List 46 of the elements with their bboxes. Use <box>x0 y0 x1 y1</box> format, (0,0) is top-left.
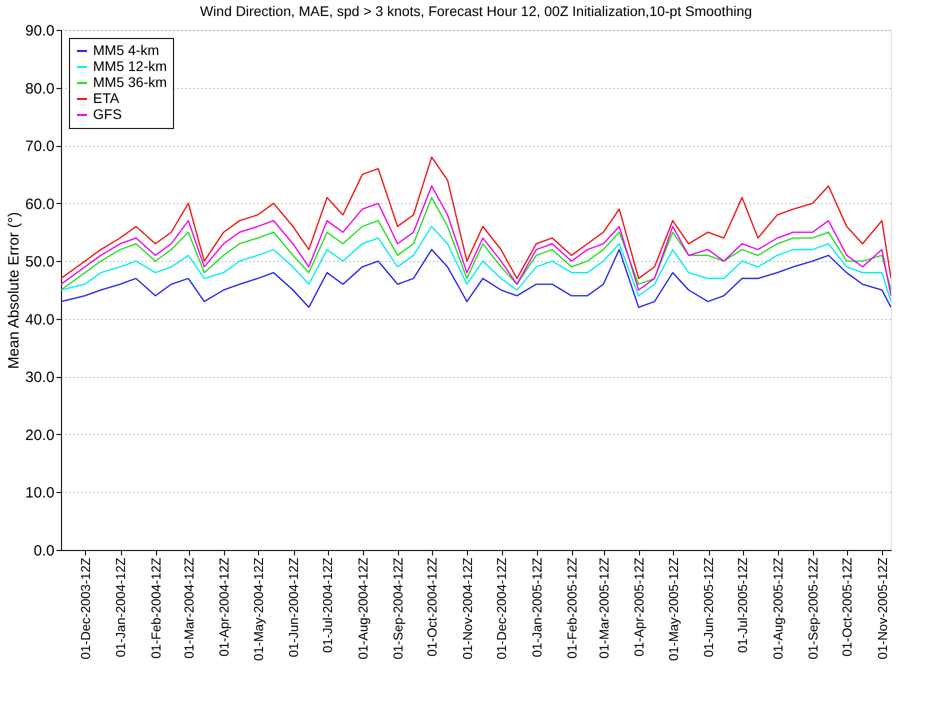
x-tick-label: 01-Jun-2004-12Z <box>286 557 302 658</box>
x-tick-label: 01-Oct-2004-12Z <box>424 557 440 656</box>
legend-label: MM5 4-km <box>93 42 160 58</box>
x-tick-label: 01-Jan-2005-12Z <box>529 557 544 658</box>
y-tick-label: 40.0 <box>25 311 54 328</box>
x-tick-label: 01-Feb-2005-12Z <box>564 557 580 659</box>
y-tick-label: 80.0 <box>25 80 54 98</box>
line-series <box>61 156 891 280</box>
x-tick-label: 01-Mar-2005-12Z <box>596 557 612 659</box>
y-tick-label: 90.0 <box>25 22 54 40</box>
x-tick-label: 01-Aug-2005-12Z <box>770 557 786 660</box>
x-tick-label: 01-Jan-2004-12Z <box>113 557 128 658</box>
y-tick-label: 0.0 <box>34 542 54 560</box>
legend-label: GFS <box>93 106 122 122</box>
x-tick-label: 01-Nov-2004-12Z <box>460 557 475 660</box>
line-series <box>61 185 891 296</box>
line-series <box>61 196 891 291</box>
line-series <box>61 248 891 308</box>
x-tick-label: 01-Apr-2005-12Z <box>632 557 647 656</box>
y-tick-label: 30.0 <box>25 369 54 386</box>
y-tick-label: 60.0 <box>25 196 54 213</box>
x-tick-label: 01-Aug-2004-12Z <box>355 557 370 660</box>
legend-label: ETA <box>93 90 120 106</box>
x-tick-label: 01-Oct-2005-12Z <box>840 557 855 656</box>
y-tick-label: 10.0 <box>25 484 54 502</box>
x-tick-label: 01-Sep-2004-12Z <box>390 557 406 660</box>
y-tick-label: 70.0 <box>25 138 54 156</box>
x-tick-label: 01-Mar-2004-12Z <box>181 557 196 659</box>
legend-label: MM5 12-km <box>93 58 167 74</box>
x-tick-label: 01-Feb-2004-12Z <box>148 557 164 659</box>
line-series <box>61 226 891 302</box>
x-tick-label: 01-Dec-2003-12Z <box>78 557 93 660</box>
chart-title: Wind Direction, MAE, spd > 3 knots, Forecast Hour 12, 00Z Initialization,10-pt Smoothing <box>200 3 752 19</box>
y-tick-label: 20.0 <box>25 426 54 444</box>
y-tick-label: 50.0 <box>25 254 54 271</box>
x-tick-label: 01-Apr-2004-12Z <box>216 557 232 656</box>
x-tick-label: 01-Jul-2005-12Z <box>735 557 750 653</box>
x-tick-label: 01-Nov-2005-12Z <box>874 557 890 660</box>
y-axis-title: Mean Absolute Error (°) <box>5 212 22 369</box>
x-tick-label: 01-Dec-2004-12Z <box>494 557 510 660</box>
x-tick-label: 01-May-2004-12Z <box>250 557 266 661</box>
legend-label: MM5 36-km <box>93 74 167 90</box>
x-tick-label: 01-Jul-2004-12Z <box>320 557 336 653</box>
x-tick-label: 01-Jun-2005-12Z <box>701 557 716 658</box>
x-tick-label: 01-May-2005-12Z <box>666 557 681 661</box>
x-tick-label: 01-Sep-2005-12Z <box>806 557 821 660</box>
